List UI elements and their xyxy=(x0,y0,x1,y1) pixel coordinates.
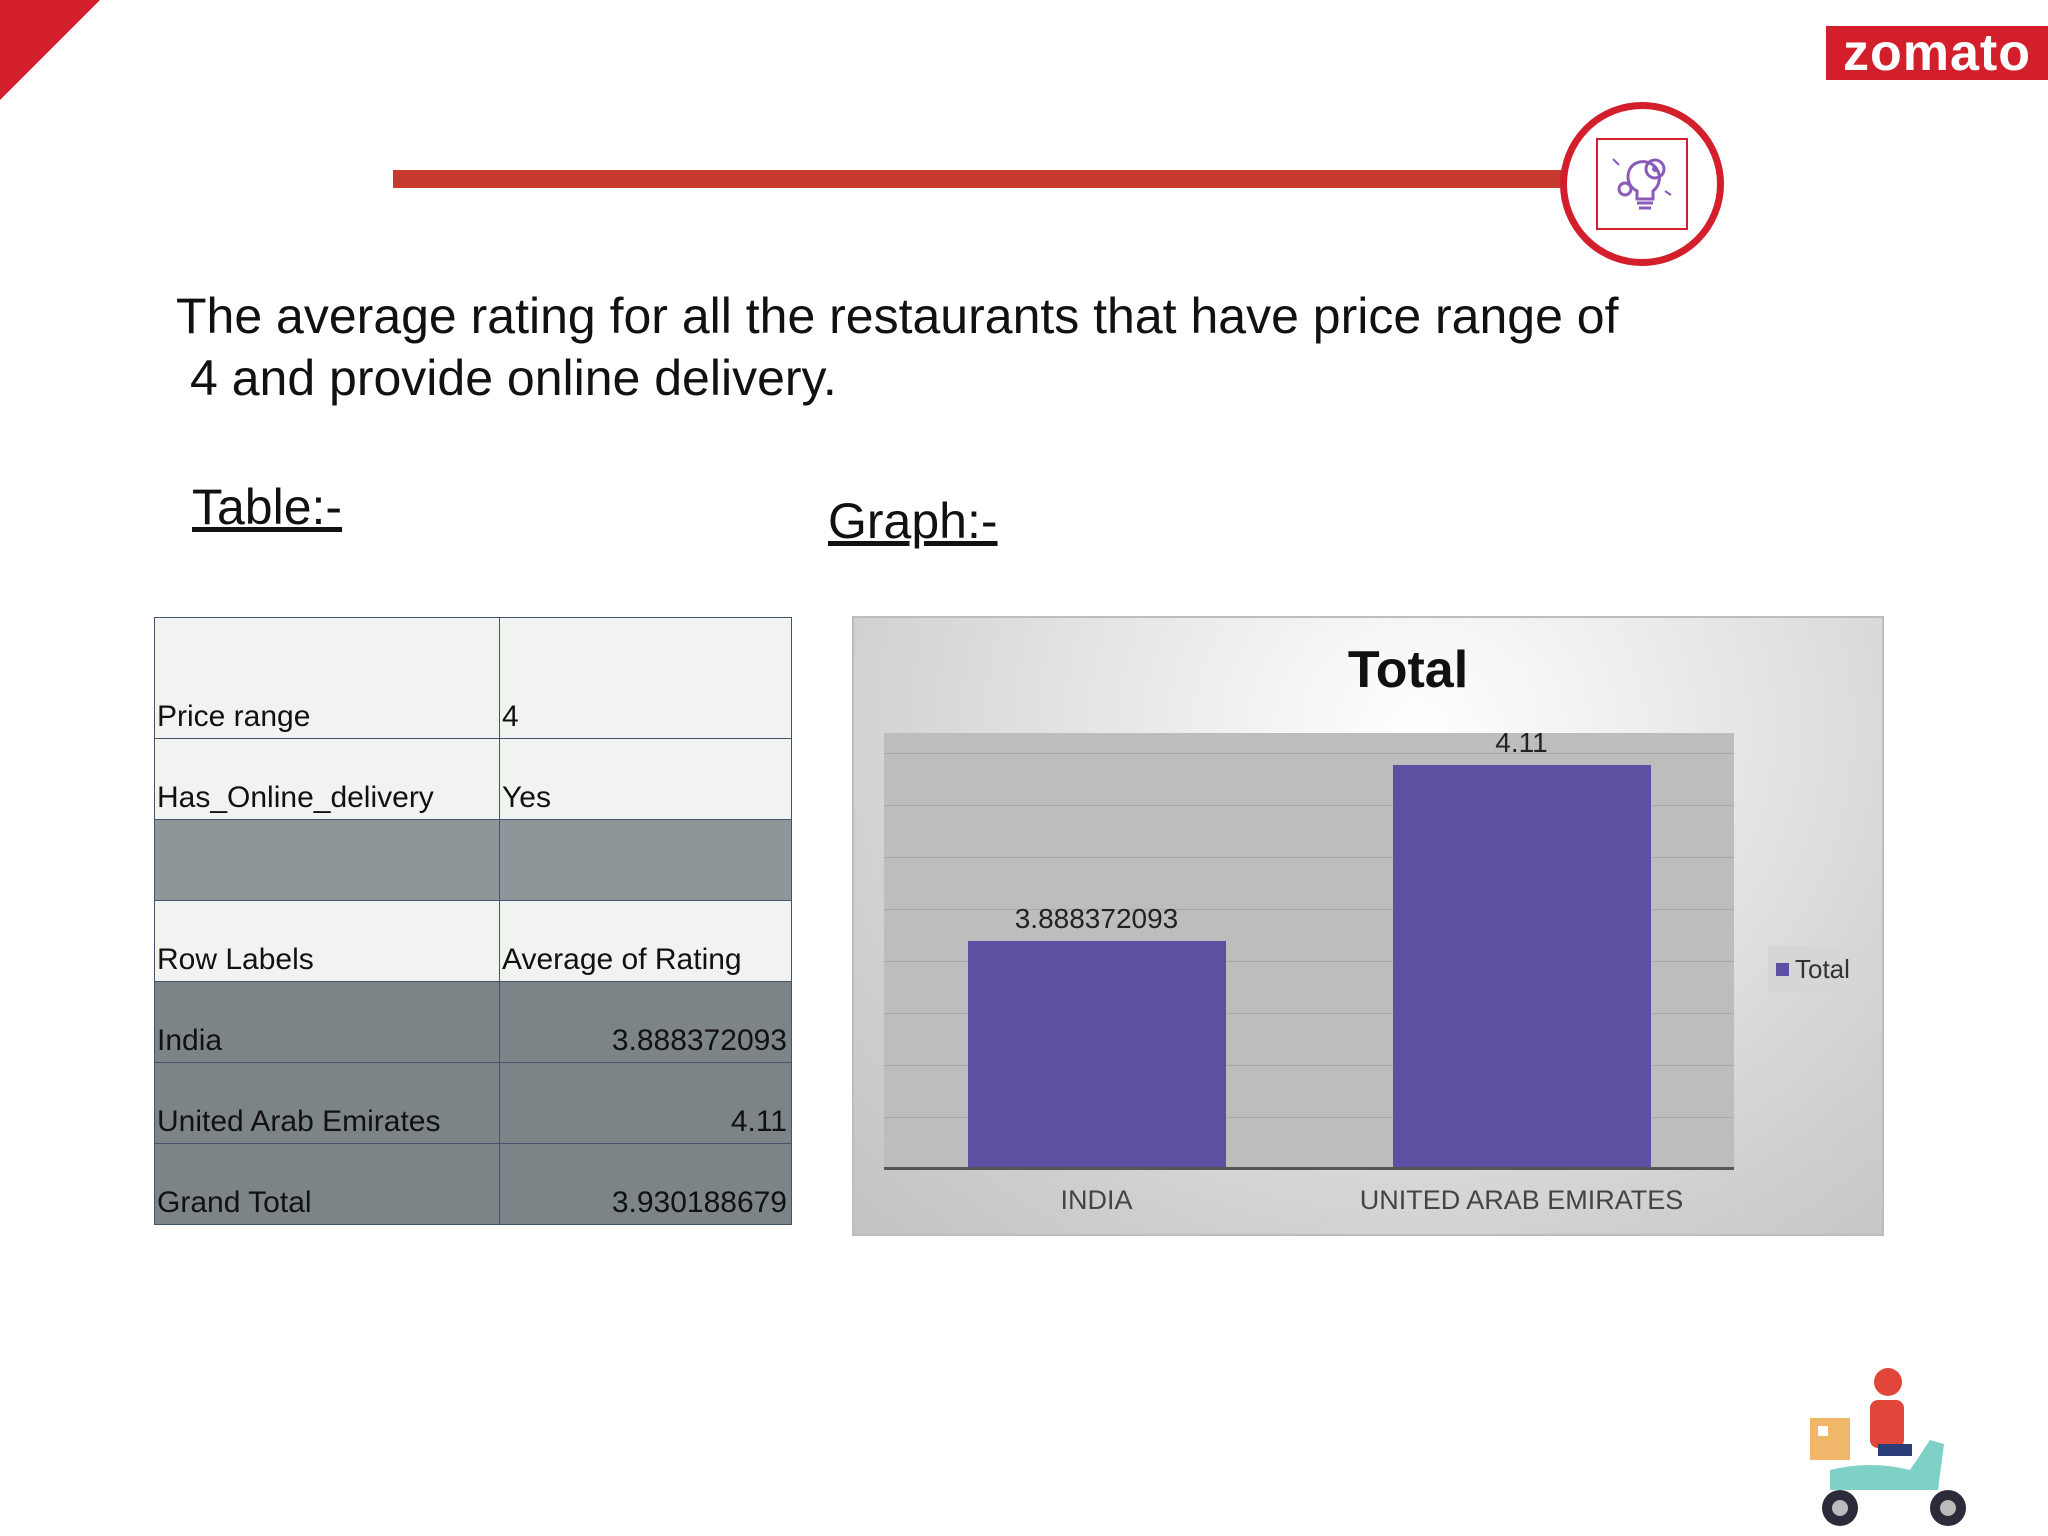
gridline xyxy=(884,1064,1734,1066)
bar-united-arab-emirates xyxy=(1392,764,1651,1167)
table-row: United Arab Emirates 4.11 xyxy=(155,1062,791,1143)
zomato-logo: zomato xyxy=(1826,26,2048,80)
data-label: 4.11 xyxy=(1495,726,1548,758)
blank-row xyxy=(155,819,791,900)
filter-value: 4 xyxy=(502,700,519,733)
pivot-table: Price range 4 Has_Online_delivery Yes Ro… xyxy=(154,617,792,1225)
slide-heading: The average rating for all the restauran… xyxy=(176,285,1736,409)
gridline xyxy=(884,752,1734,754)
grand-total-row: Grand Total 3.930188679 xyxy=(155,1143,791,1224)
header-average-rating: Average of Rating xyxy=(502,943,742,976)
x-axis-line xyxy=(884,1167,1734,1170)
gridline xyxy=(884,856,1734,858)
category-label: UNITED ARAB EMIRATES xyxy=(1359,1185,1684,1215)
corner-decoration xyxy=(0,0,100,100)
row-label: United Arab Emirates xyxy=(155,1063,500,1143)
chart-title: Total xyxy=(1347,641,1469,699)
legend-swatch xyxy=(1776,962,1789,976)
row-value: 4.11 xyxy=(730,1105,787,1138)
filter-value: Yes xyxy=(502,781,551,814)
row-label: India xyxy=(155,982,500,1062)
data-label: 3.888372093 xyxy=(1014,902,1179,934)
row-value: 3.888372093 xyxy=(611,1024,787,1057)
table-label: Table:- xyxy=(192,479,343,535)
blank-cell xyxy=(500,820,789,900)
header-row-labels: Row Labels xyxy=(155,901,500,981)
heading-line-1: The average rating for all the restauran… xyxy=(176,288,1619,344)
gridline xyxy=(884,960,1734,962)
graph-label: Graph:- xyxy=(828,493,998,549)
grand-total-value: 3.930188679 xyxy=(611,1186,787,1219)
legend-label: Total xyxy=(1795,953,1850,984)
heading-line-2: 4 and provide online delivery. xyxy=(190,350,837,406)
grand-total-label: Grand Total xyxy=(155,1144,500,1224)
chart-legend: Total xyxy=(1768,946,1854,992)
filter-name: Has_Online_delivery xyxy=(155,739,500,819)
category-label: INDIA xyxy=(1060,1185,1133,1215)
gridline xyxy=(884,1116,1734,1118)
header-row: Row Labels Average of Rating xyxy=(155,900,791,981)
gridline xyxy=(884,804,1734,806)
table-row: India 3.888372093 xyxy=(155,981,791,1062)
plot-area: 3.888372093 4.11 xyxy=(884,727,1734,1170)
bar-india xyxy=(967,940,1226,1167)
gridline xyxy=(884,908,1734,910)
filter-name: Price range xyxy=(155,618,500,738)
gridline xyxy=(884,1012,1734,1014)
filter-row-price-range: Price range 4 xyxy=(155,618,791,738)
blank-cell xyxy=(155,820,500,900)
delivery-scooter-icon xyxy=(1810,1368,1966,1526)
lightbulb-gear-icon xyxy=(1596,138,1688,230)
filter-row-online-delivery: Has_Online_delivery Yes xyxy=(155,738,791,819)
header-rule xyxy=(393,170,1568,188)
idea-badge xyxy=(1560,102,1724,266)
